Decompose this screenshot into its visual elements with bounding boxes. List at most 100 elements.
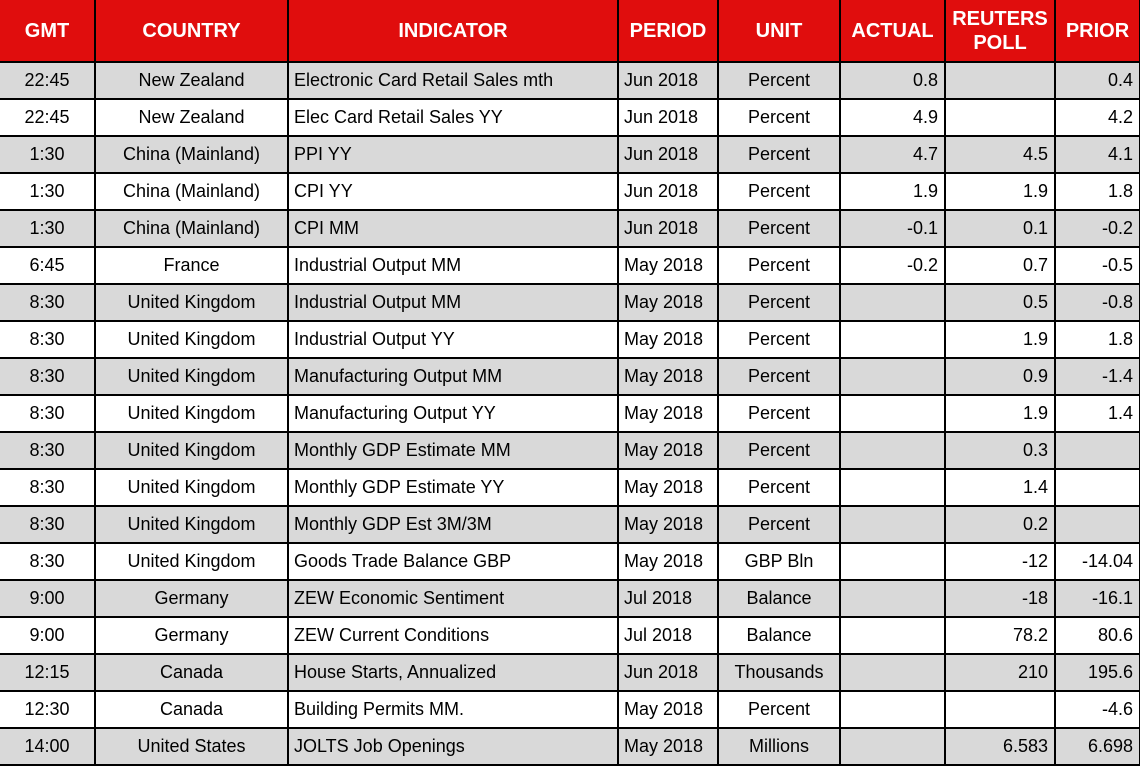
cell-indicator: ZEW Economic Sentiment (287, 579, 619, 618)
cell-unit: Percent (717, 320, 841, 359)
column-header-actual: ACTUAL (839, 0, 946, 63)
cell-prior: 4.1 (1054, 135, 1140, 174)
cell-prior: -0.2 (1054, 209, 1140, 248)
cell-period: May 2018 (617, 246, 719, 285)
cell-actual (839, 616, 946, 655)
cell-gmt: 1:30 (0, 172, 96, 211)
cell-indicator: CPI YY (287, 172, 619, 211)
table-row: 8:30 United Kingdom Manufacturing Output… (0, 357, 1140, 396)
table-row: 12:15 Canada House Starts, Annualized Ju… (0, 653, 1140, 692)
cell-prior: 0.4 (1054, 61, 1140, 100)
cell-prior: 1.8 (1054, 172, 1140, 211)
cell-period: Jun 2018 (617, 135, 719, 174)
cell-country: China (Mainland) (94, 135, 289, 174)
cell-actual (839, 542, 946, 581)
cell-unit: Balance (717, 579, 841, 618)
cell-indicator: Monthly GDP Estimate MM (287, 431, 619, 470)
cell-unit: Percent (717, 246, 841, 285)
cell-indicator: Electronic Card Retail Sales mth (287, 61, 619, 100)
cell-period: May 2018 (617, 468, 719, 507)
cell-unit: Percent (717, 209, 841, 248)
cell-indicator: House Starts, Annualized (287, 653, 619, 692)
cell-reuters-poll: 1.9 (944, 320, 1056, 359)
cell-reuters-poll: 0.1 (944, 209, 1056, 248)
cell-reuters-poll: 6.583 (944, 727, 1056, 766)
cell-unit: Percent (717, 172, 841, 211)
cell-gmt: 22:45 (0, 61, 96, 100)
table-header: GMT COUNTRY INDICATOR PERIOD UNIT ACTUAL… (0, 0, 1140, 63)
cell-indicator: ZEW Current Conditions (287, 616, 619, 655)
cell-gmt: 6:45 (0, 246, 96, 285)
cell-country: France (94, 246, 289, 285)
cell-actual: 1.9 (839, 172, 946, 211)
cell-gmt: 1:30 (0, 135, 96, 174)
cell-gmt: 14:00 (0, 727, 96, 766)
cell-reuters-poll (944, 690, 1056, 729)
cell-country: United Kingdom (94, 283, 289, 322)
cell-country: United Kingdom (94, 320, 289, 359)
cell-unit: Percent (717, 468, 841, 507)
cell-country: China (Mainland) (94, 172, 289, 211)
column-header-period: PERIOD (617, 0, 719, 63)
cell-reuters-poll: 78.2 (944, 616, 1056, 655)
cell-period: Jun 2018 (617, 61, 719, 100)
cell-unit: Balance (717, 616, 841, 655)
cell-country: New Zealand (94, 98, 289, 137)
cell-country: United States (94, 727, 289, 766)
cell-country: United Kingdom (94, 542, 289, 581)
cell-actual (839, 431, 946, 470)
cell-country: New Zealand (94, 61, 289, 100)
cell-actual (839, 505, 946, 544)
cell-actual: 4.9 (839, 98, 946, 137)
cell-country: United Kingdom (94, 505, 289, 544)
cell-unit: Percent (717, 283, 841, 322)
cell-actual (839, 653, 946, 692)
cell-prior (1054, 468, 1140, 507)
cell-reuters-poll (944, 61, 1056, 100)
cell-period: Jun 2018 (617, 172, 719, 211)
cell-unit: GBP Bln (717, 542, 841, 581)
table-row: 1:30 China (Mainland) CPI MM Jun 2018 Pe… (0, 209, 1140, 248)
cell-unit: Percent (717, 431, 841, 470)
cell-reuters-poll: 0.9 (944, 357, 1056, 396)
cell-indicator: JOLTS Job Openings (287, 727, 619, 766)
cell-reuters-poll: -12 (944, 542, 1056, 581)
table-row: 8:30 United Kingdom Manufacturing Output… (0, 394, 1140, 433)
cell-gmt: 1:30 (0, 209, 96, 248)
column-header-unit: UNIT (717, 0, 841, 63)
cell-period: Jul 2018 (617, 616, 719, 655)
cell-period: May 2018 (617, 320, 719, 359)
cell-unit: Millions (717, 727, 841, 766)
table-row: 8:30 United Kingdom Monthly GDP Est 3M/3… (0, 505, 1140, 544)
cell-country: Germany (94, 616, 289, 655)
cell-indicator: Manufacturing Output YY (287, 394, 619, 433)
cell-reuters-poll: 1.9 (944, 172, 1056, 211)
cell-country: China (Mainland) (94, 209, 289, 248)
cell-actual: -0.1 (839, 209, 946, 248)
cell-gmt: 9:00 (0, 616, 96, 655)
cell-indicator: Industrial Output MM (287, 246, 619, 285)
cell-prior: -0.5 (1054, 246, 1140, 285)
column-header-reuters-poll: REUTERS POLL (944, 0, 1056, 63)
cell-period: May 2018 (617, 727, 719, 766)
cell-period: May 2018 (617, 357, 719, 396)
cell-actual (839, 690, 946, 729)
cell-actual: -0.2 (839, 246, 946, 285)
cell-reuters-poll: 4.5 (944, 135, 1056, 174)
cell-gmt: 12:15 (0, 653, 96, 692)
cell-unit: Percent (717, 394, 841, 433)
cell-period: Jun 2018 (617, 98, 719, 137)
cell-actual (839, 394, 946, 433)
cell-prior: 195.6 (1054, 653, 1140, 692)
table-row: 1:30 China (Mainland) CPI YY Jun 2018 Pe… (0, 172, 1140, 211)
column-header-gmt: GMT (0, 0, 96, 63)
cell-indicator: Industrial Output YY (287, 320, 619, 359)
column-header-indicator: INDICATOR (287, 0, 619, 63)
cell-period: May 2018 (617, 690, 719, 729)
cell-prior: 6.698 (1054, 727, 1140, 766)
cell-country: United Kingdom (94, 468, 289, 507)
cell-unit: Percent (717, 135, 841, 174)
table-row: 12:30 Canada Building Permits MM. May 20… (0, 690, 1140, 729)
cell-country: Canada (94, 690, 289, 729)
